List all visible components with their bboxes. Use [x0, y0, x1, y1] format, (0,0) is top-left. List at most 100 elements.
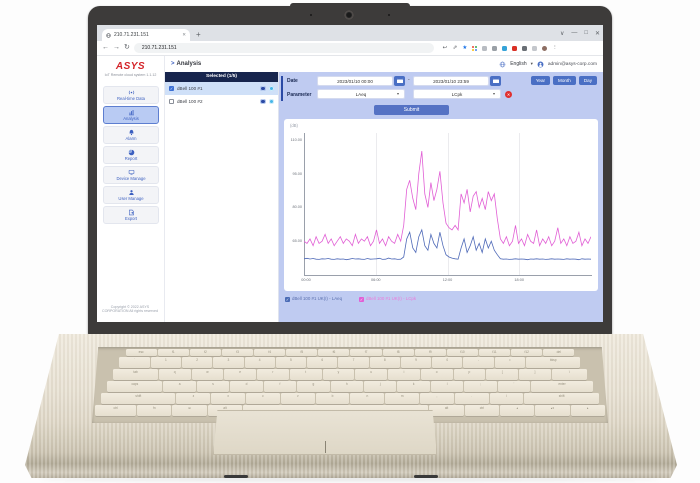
keyboard-key[interactable]: f: [263, 381, 297, 392]
account-email[interactable]: admin@asys-corp.com: [547, 61, 597, 67]
device-locate-icon[interactable]: [268, 85, 274, 92]
new-tab-button[interactable]: +: [196, 30, 201, 39]
keyboard-key[interactable]: /: [489, 393, 524, 404]
keyboard-key[interactable]: 0: [432, 357, 463, 368]
keyboard-key[interactable]: f11: [478, 349, 511, 356]
keyboard-key[interactable]: f7: [350, 349, 382, 356]
keyboard-key[interactable]: h: [330, 381, 363, 392]
globe-icon[interactable]: [499, 61, 506, 68]
keyboard-key[interactable]: 1: [150, 357, 182, 368]
keyboard-key[interactable]: tab: [113, 369, 158, 380]
keyboard-key[interactable]: v: [280, 393, 315, 404]
device-row[interactable]: ✓ dBell 100 #1: [165, 82, 278, 95]
extension-gray-2-icon[interactable]: [492, 45, 498, 51]
window-close-button[interactable]: ✕: [594, 30, 600, 37]
keyboard-key[interactable]: f2: [189, 349, 221, 356]
keyboard-key[interactable]: ▸: [570, 405, 605, 416]
sidebar-item-report[interactable]: Report: [103, 146, 159, 164]
keyboard-key[interactable]: esc: [125, 349, 157, 356]
keyboard-key[interactable]: \: [551, 369, 587, 380]
checkbox-unchecked[interactable]: [169, 99, 174, 104]
keyboard-key[interactable]: ]: [519, 369, 551, 380]
keyboard-key[interactable]: [: [486, 369, 519, 380]
keyboard-key[interactable]: k: [397, 381, 430, 392]
keyboard-key[interactable]: o: [420, 369, 453, 380]
keyboard-key[interactable]: 7: [338, 357, 369, 368]
keyboard-key[interactable]: shift: [524, 393, 599, 404]
keyboard-key[interactable]: a: [163, 381, 196, 392]
language-selector[interactable]: English: [510, 61, 527, 67]
keyboard-key[interactable]: y: [322, 369, 355, 380]
keyboard-key[interactable]: shift: [101, 393, 176, 404]
keyboard-key[interactable]: 9: [400, 357, 432, 368]
keyboard-key[interactable]: f1: [157, 349, 189, 356]
google-apps-icon[interactable]: [472, 45, 478, 51]
keyboard-key[interactable]: p: [453, 369, 486, 380]
keyboard-key[interactable]: i: [388, 369, 420, 380]
keyboard-key[interactable]: f4: [254, 349, 286, 356]
keyboard-key[interactable]: ': [497, 381, 531, 392]
keyboard-key[interactable]: z: [176, 393, 211, 404]
browser-tab[interactable]: 210.71.231.151 ✕: [102, 29, 190, 41]
keyboard-key[interactable]: ;: [464, 381, 497, 392]
keyboard-key[interactable]: c: [246, 393, 280, 404]
keyboard-key[interactable]: ◂: [500, 405, 535, 416]
keyboard-key[interactable]: f3: [221, 349, 254, 356]
keyboard-key[interactable]: g: [297, 381, 330, 392]
keyboard-key[interactable]: ▴▾: [535, 405, 570, 416]
tab-close-icon[interactable]: ✕: [182, 32, 186, 37]
keyboard-key[interactable]: -: [463, 357, 494, 368]
address-bar[interactable]: 210.71.231.151: [133, 43, 434, 53]
checkbox-checked[interactable]: ✓: [169, 86, 174, 91]
sidebar-item-analysis[interactable]: Analysis: [103, 106, 159, 124]
extensions-puzzle-icon[interactable]: [522, 45, 528, 51]
keyboard-key[interactable]: .: [454, 393, 489, 404]
keyboard-key[interactable]: ,: [420, 393, 454, 404]
extension-red-icon[interactable]: [512, 45, 518, 51]
reload-icon[interactable]: ↻: [124, 44, 130, 51]
bookmark-star-icon[interactable]: ★: [462, 45, 468, 51]
device-row[interactable]: dBell 100 #2: [165, 95, 278, 108]
device-detail-icon[interactable]: [260, 98, 266, 105]
keyboard-key[interactable]: b: [315, 393, 350, 404]
keyboard-key[interactable]: s: [196, 381, 230, 392]
keyboard-key[interactable]: fn: [137, 405, 172, 416]
year-button[interactable]: Year: [530, 76, 551, 85]
chart-plot-area[interactable]: [304, 133, 591, 275]
extension-blue-icon[interactable]: [502, 45, 508, 51]
keyboard-key[interactable]: 6: [307, 357, 338, 368]
calendar-icon[interactable]: [394, 75, 405, 86]
keyboard-key[interactable]: m: [385, 393, 420, 404]
keyboard-key[interactable]: f6: [318, 349, 350, 356]
keyboard-key[interactable]: 4: [244, 357, 275, 368]
legend-item[interactable]: ✓ dBell 100 #1 UK(I) - LAeq: [285, 296, 349, 302]
sidebar-item-real-time-data[interactable]: Real-time Data: [103, 86, 159, 104]
keyboard-key[interactable]: f5: [286, 349, 318, 356]
keyboard-key[interactable]: f12: [511, 349, 543, 356]
legend-item[interactable]: ✓ dBell 100 #1 UK(I) - LCpk: [359, 296, 423, 302]
submit-button[interactable]: Submit: [374, 105, 449, 115]
day-button[interactable]: Day: [578, 76, 597, 85]
keyboard-key[interactable]: `: [119, 357, 150, 368]
keyboard-key[interactable]: enter: [531, 381, 593, 392]
sidebar-item-alarm[interactable]: Alarm: [103, 126, 159, 144]
sidebar-item-device-manage[interactable]: Device Manage: [103, 166, 159, 184]
keyboard-key[interactable]: 2: [182, 357, 213, 368]
date-from-input[interactable]: 2023/01/10 00:00: [317, 75, 393, 86]
keyboard-key[interactable]: bksp: [525, 357, 581, 368]
window-minimize-button[interactable]: —: [571, 30, 578, 36]
legend-checkbox-laeq[interactable]: ✓: [285, 297, 290, 302]
keyboard-key[interactable]: 5: [275, 357, 307, 368]
keyboard-key[interactable]: f10: [446, 349, 478, 356]
device-detail-icon[interactable]: [260, 85, 266, 92]
device-locate-icon[interactable]: [268, 98, 274, 105]
keyboard-key[interactable]: caps: [107, 381, 163, 392]
keyboard-key[interactable]: w: [191, 369, 224, 380]
keyboard-key[interactable]: ctrl: [464, 405, 500, 416]
keyboard-key[interactable]: del: [543, 349, 575, 356]
user-avatar-icon[interactable]: [537, 61, 544, 68]
menu-kebab-icon[interactable]: ⋮: [552, 45, 558, 51]
keyboard-key[interactable]: alt: [429, 405, 464, 416]
keyboard-key[interactable]: 3: [213, 357, 244, 368]
extension-gray-1-icon[interactable]: [482, 45, 488, 51]
